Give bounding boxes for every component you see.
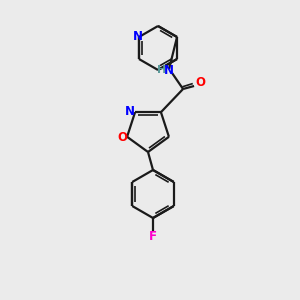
Text: N: N	[164, 64, 174, 76]
Text: F: F	[149, 230, 157, 242]
Text: N: N	[125, 105, 135, 118]
Text: N: N	[133, 29, 143, 43]
Text: O: O	[195, 76, 205, 89]
Text: H: H	[158, 65, 167, 75]
Text: O: O	[117, 131, 127, 144]
